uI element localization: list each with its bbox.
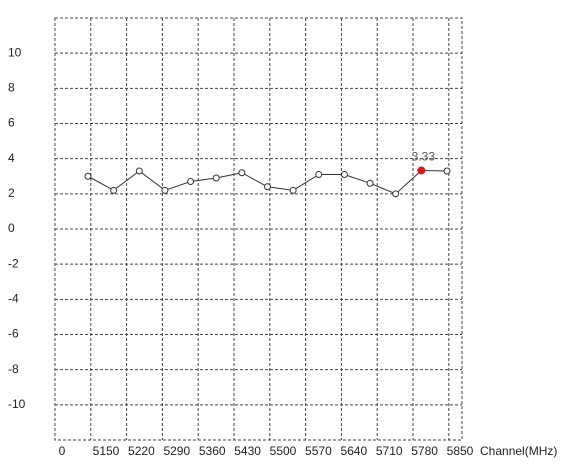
x-tick-label: 5430 bbox=[234, 444, 261, 458]
x-tick-label: 5570 bbox=[305, 444, 332, 458]
y-tick-label: 10 bbox=[8, 45, 22, 59]
point bbox=[289, 186, 297, 194]
y-tick-label: -8 bbox=[8, 362, 19, 376]
y-tick-label: -2 bbox=[8, 256, 19, 270]
point bbox=[212, 174, 220, 182]
x-tick-label: 5780 bbox=[411, 444, 438, 458]
point bbox=[135, 167, 143, 175]
y-tick-label: 6 bbox=[8, 116, 15, 130]
y-tick-label: -6 bbox=[8, 327, 19, 341]
y-tick-label: -10 bbox=[8, 397, 26, 411]
y-tick-label: 2 bbox=[8, 186, 15, 200]
point bbox=[417, 166, 426, 175]
point bbox=[366, 179, 374, 187]
x-tick-label: 5220 bbox=[128, 444, 155, 458]
point bbox=[392, 190, 400, 198]
series-line bbox=[87, 169, 448, 195]
y-tick-label: 0 bbox=[8, 221, 15, 235]
point bbox=[443, 167, 451, 175]
point bbox=[161, 186, 169, 194]
x-tick-label: 5150 bbox=[93, 444, 120, 458]
point bbox=[84, 172, 92, 180]
x-tick-label: 5850 bbox=[447, 444, 474, 458]
y-tick-label: 8 bbox=[8, 81, 15, 95]
point bbox=[340, 170, 348, 178]
point bbox=[264, 183, 271, 191]
x-tick-label: 5360 bbox=[199, 444, 226, 458]
x-tick-label: 5290 bbox=[163, 444, 190, 458]
x-tick-label: 5710 bbox=[376, 444, 403, 458]
x-tick-label: 5640 bbox=[340, 444, 367, 458]
y-tick-label: -4 bbox=[8, 292, 19, 306]
point bbox=[110, 186, 118, 194]
x-tick-label: 0 bbox=[59, 444, 66, 458]
x-tick-label: 5500 bbox=[270, 444, 297, 458]
x-axis-label: Channel(MHz) bbox=[480, 444, 557, 458]
point bbox=[315, 170, 323, 178]
point bbox=[187, 178, 195, 186]
point bbox=[238, 169, 246, 177]
y-tick-label: 4 bbox=[8, 151, 15, 165]
value-label: 3.33 bbox=[412, 150, 436, 164]
